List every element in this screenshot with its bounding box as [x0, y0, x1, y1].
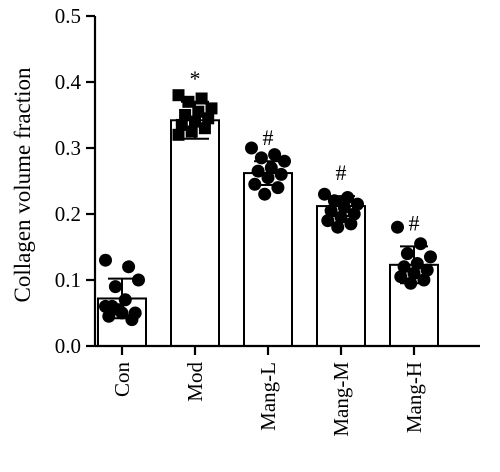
y-tick-label: 0.1: [55, 268, 81, 292]
data-point: [351, 197, 364, 211]
data-point: [248, 177, 262, 191]
data-point: [424, 250, 437, 264]
y-tick-label: 0.4: [55, 70, 82, 94]
data-point: [122, 260, 136, 274]
data-point: [397, 260, 411, 274]
bar-mod: [170, 119, 220, 347]
data-point: [192, 105, 205, 118]
data-point: [268, 148, 282, 162]
data-point: [202, 112, 215, 125]
data-point: [341, 191, 355, 204]
bars-layer: [97, 119, 439, 348]
data-points-layer: [99, 89, 437, 327]
x-tick-label: Mang-L: [256, 362, 280, 431]
data-point: [99, 299, 112, 313]
x-tick-label: Mang-H: [402, 362, 426, 433]
data-point: [112, 303, 126, 317]
data-point: [331, 220, 345, 234]
data-point: [400, 247, 414, 261]
y-tick-label: 0.0: [55, 334, 81, 358]
data-point: [99, 253, 112, 267]
data-point: [318, 187, 331, 201]
y-axis-label: Collagen volume fraction: [10, 67, 35, 303]
data-point: [254, 151, 268, 165]
data-point: [404, 276, 418, 290]
data-point: [189, 115, 201, 128]
data-point: [175, 118, 188, 131]
data-point: [132, 273, 145, 287]
data-point: [407, 266, 421, 280]
y-tick-label: 0.5: [55, 4, 81, 28]
data-point: [258, 187, 272, 201]
data-point: [278, 154, 291, 168]
x-tick-label: Mod: [183, 362, 207, 402]
data-point: [334, 210, 348, 224]
data-point: [410, 257, 424, 270]
significance-marker: #: [336, 160, 347, 185]
data-point: [172, 89, 185, 102]
x-tick-label: Mang-M: [329, 362, 353, 437]
data-point: [271, 181, 285, 195]
data-point: [125, 313, 139, 327]
data-point: [321, 214, 335, 228]
bar-mang-l: [243, 172, 293, 347]
data-point: [327, 194, 341, 208]
data-point: [172, 128, 185, 141]
data-point: [245, 141, 258, 155]
annotations-layer: * # # #: [190, 66, 420, 236]
data-point: [417, 273, 431, 287]
significance-marker: #: [263, 125, 274, 150]
data-point: [347, 207, 361, 221]
data-point: [118, 293, 132, 307]
x-tick-label: Con: [110, 362, 134, 398]
data-point: [251, 164, 265, 178]
significance-marker: #: [409, 210, 420, 235]
y-tick-label: 0.3: [55, 136, 81, 160]
data-point: [102, 309, 116, 323]
data-point: [391, 220, 404, 234]
data-point: [420, 263, 434, 277]
data-point: [394, 270, 408, 284]
x-axis: Con Mod Mang-L Mang-M Mang-H: [95, 344, 480, 437]
data-point: [182, 95, 195, 108]
data-point: [179, 109, 192, 121]
data-point: [205, 102, 218, 115]
y-tick-label: 0.2: [55, 202, 81, 226]
data-point: [274, 167, 288, 181]
data-point: [261, 171, 275, 185]
significance-marker: *: [190, 66, 201, 91]
data-point: [108, 280, 122, 294]
data-point: [414, 237, 428, 251]
data-point: [337, 200, 351, 214]
data-point: [185, 125, 198, 138]
data-point: [344, 217, 358, 231]
data-point: [264, 161, 278, 175]
data-point: [195, 92, 208, 105]
y-axis: 0.0 0.1 0.2 0.3 0.4 0.5: [55, 4, 97, 358]
data-point: [198, 122, 211, 135]
data-point: [324, 204, 338, 218]
